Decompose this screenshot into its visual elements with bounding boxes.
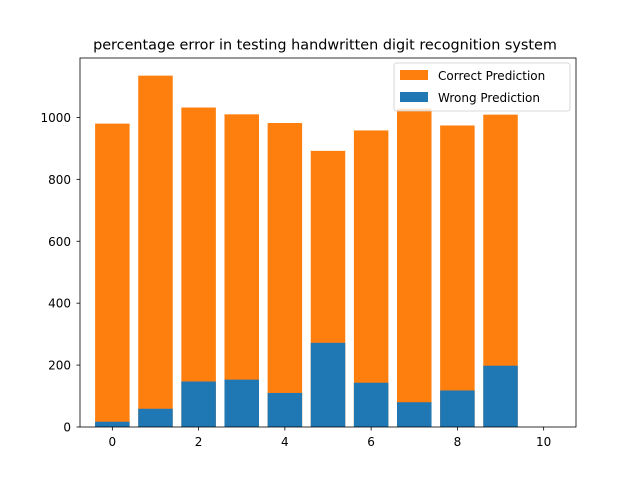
chart-title: percentage error in testing handwritten … — [93, 38, 557, 54]
y-tick-label-200: 200 — [48, 359, 71, 373]
bar-wrong-prediction-2 — [181, 381, 216, 427]
legend: Correct Prediction Wrong Prediction — [393, 62, 571, 112]
axes-layer: 0 2 4 6 8 10 0 200 400 600 800 1000 — [40, 57, 577, 449]
bar-wrong-prediction-8 — [440, 390, 475, 427]
bar-wrong-prediction-1 — [138, 408, 173, 427]
x-tick-label-0: 0 — [109, 435, 117, 449]
bar-wrong-prediction-9 — [483, 365, 518, 427]
bar-correct-prediction-4 — [267, 123, 303, 427]
legend-box — [393, 62, 571, 112]
bar-correct-prediction-3 — [224, 114, 259, 427]
y-tick-label-800: 800 — [48, 173, 71, 187]
bar-correct-prediction-7 — [397, 108, 432, 427]
y-tick-label-600: 600 — [48, 235, 71, 249]
bar-wrong-prediction-0 — [95, 421, 130, 427]
x-tick-label-10: 10 — [536, 435, 551, 449]
x-tick-label-2: 2 — [195, 435, 203, 449]
x-tick-label-4: 4 — [281, 435, 289, 449]
bar-correct-prediction-6 — [353, 130, 389, 427]
bar-wrong-prediction-4 — [267, 392, 303, 427]
x-tick-label-6: 6 — [367, 435, 375, 449]
bar-correct-prediction-0 — [95, 123, 130, 428]
bar-wrong-prediction-3 — [224, 379, 259, 427]
legend-label-correct-prediction: Correct Prediction — [438, 69, 545, 83]
y-tick-label-1000: 1000 — [40, 111, 71, 125]
legend-swatch-wrong-prediction — [400, 92, 428, 102]
bar-wrong-prediction-7 — [397, 402, 432, 427]
plot-frame — [79, 57, 577, 428]
bar-wrong-prediction-6 — [353, 382, 389, 427]
bar-correct-prediction-8 — [440, 125, 475, 428]
legend-swatch-correct-prediction — [400, 70, 428, 80]
x-tick-label-8: 8 — [454, 435, 462, 449]
y-tick-label-400: 400 — [48, 297, 71, 311]
bar-correct-prediction-2 — [181, 107, 216, 427]
bar-wrong-prediction-5 — [310, 342, 346, 427]
bar-correct-prediction-1 — [138, 75, 173, 427]
y-tick-label-0: 0 — [63, 421, 71, 435]
bars-layer — [95, 75, 518, 428]
legend-label-wrong-prediction: Wrong Prediction — [438, 91, 540, 105]
